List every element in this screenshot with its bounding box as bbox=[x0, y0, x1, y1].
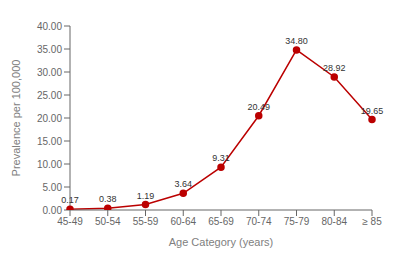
svg-text:70-74: 70-74 bbox=[246, 216, 272, 227]
svg-text:28.92: 28.92 bbox=[323, 63, 346, 73]
svg-text:40.00: 40.00 bbox=[37, 21, 62, 32]
svg-text:9.31: 9.31 bbox=[212, 153, 230, 163]
svg-text:≥ 85: ≥ 85 bbox=[362, 216, 382, 227]
svg-text:5.00: 5.00 bbox=[43, 182, 63, 193]
svg-text:30.00: 30.00 bbox=[37, 67, 62, 78]
svg-text:25.00: 25.00 bbox=[37, 90, 62, 101]
svg-text:0.17: 0.17 bbox=[61, 195, 79, 205]
svg-text:20.49: 20.49 bbox=[247, 102, 270, 112]
svg-text:0.38: 0.38 bbox=[99, 194, 117, 204]
svg-text:55-59: 55-59 bbox=[133, 216, 159, 227]
svg-text:60-64: 60-64 bbox=[170, 216, 196, 227]
svg-text:34.80: 34.80 bbox=[285, 36, 308, 46]
svg-text:80-84: 80-84 bbox=[321, 216, 347, 227]
svg-text:65-69: 65-69 bbox=[208, 216, 234, 227]
svg-text:45-49: 45-49 bbox=[57, 216, 83, 227]
svg-text:1.19: 1.19 bbox=[137, 191, 155, 201]
svg-text:10.00: 10.00 bbox=[37, 159, 62, 170]
svg-text:Prevalence per 100,000: Prevalence per 100,000 bbox=[10, 60, 22, 177]
svg-text:19.65: 19.65 bbox=[361, 106, 384, 116]
svg-text:35.00: 35.00 bbox=[37, 44, 62, 55]
svg-text:3.64: 3.64 bbox=[174, 179, 192, 189]
svg-text:75-79: 75-79 bbox=[284, 216, 310, 227]
svg-text:50-54: 50-54 bbox=[95, 216, 121, 227]
svg-text:Age Category (years): Age Category (years) bbox=[169, 236, 274, 248]
svg-text:0.00: 0.00 bbox=[43, 205, 63, 216]
svg-text:20.00: 20.00 bbox=[37, 113, 62, 124]
svg-text:15.00: 15.00 bbox=[37, 136, 62, 147]
